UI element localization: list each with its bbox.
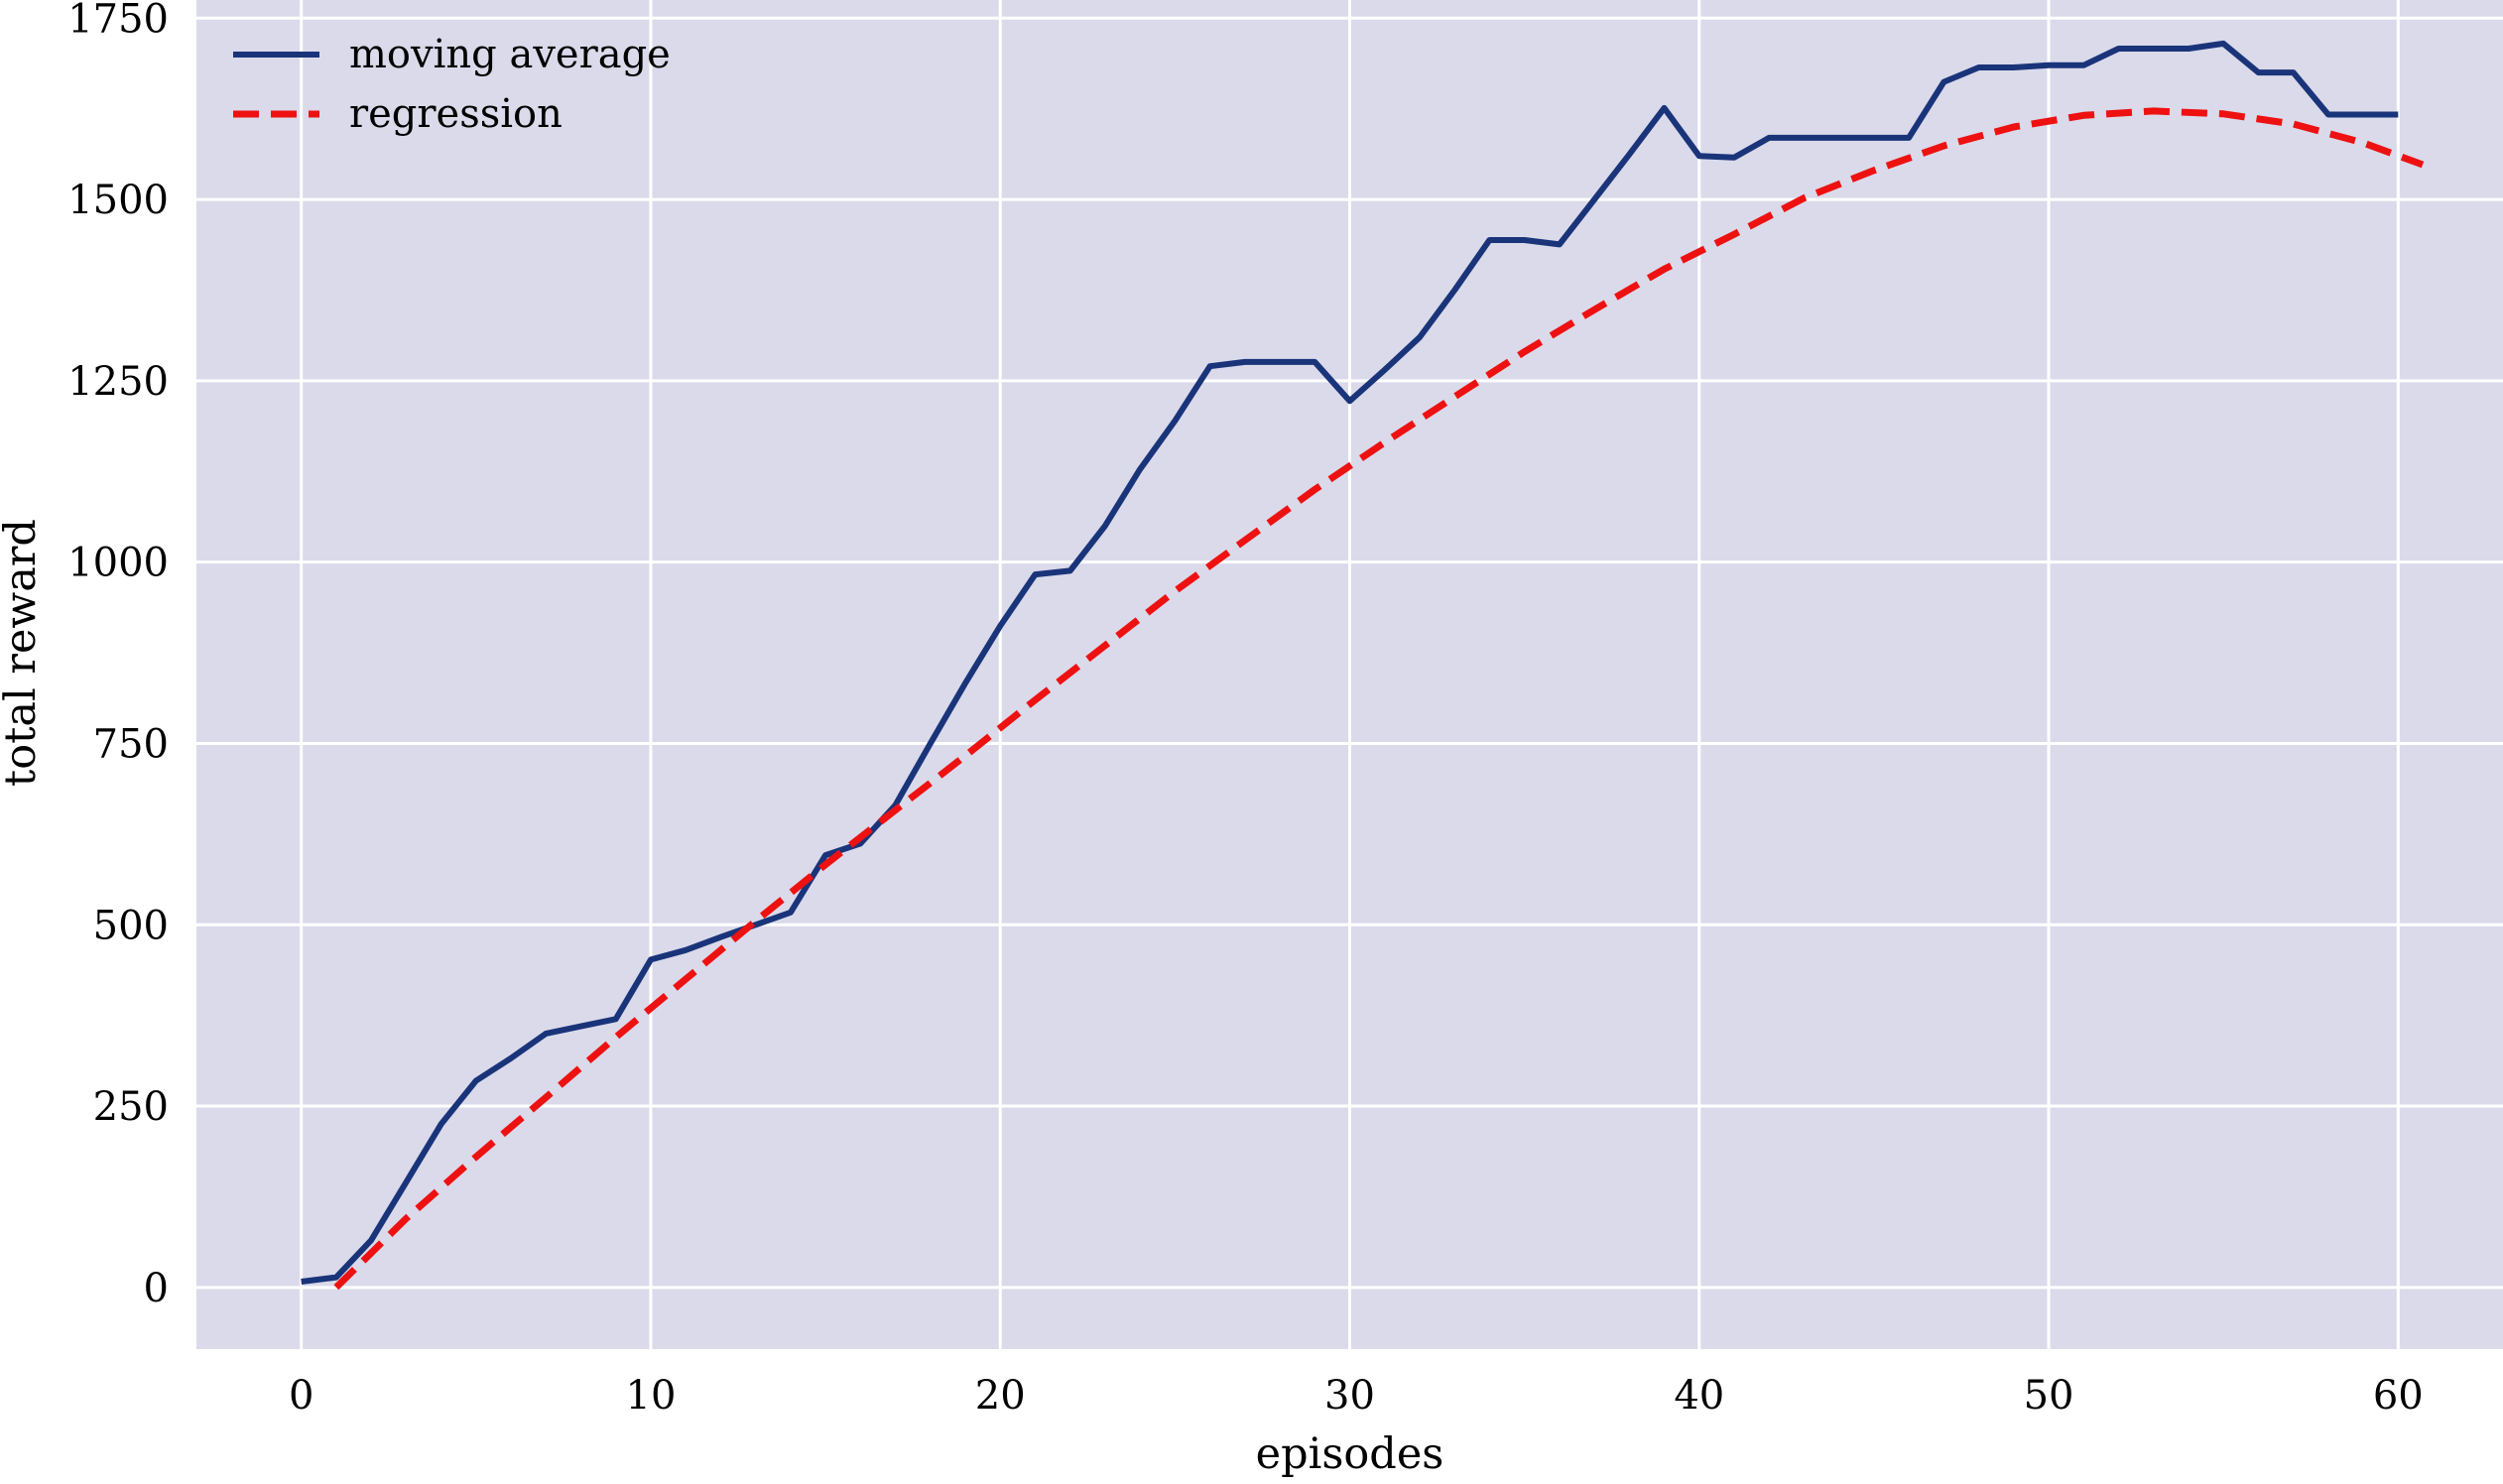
x-tick-label: 20 xyxy=(975,1373,1026,1419)
y-tick-label: 1750 xyxy=(67,0,169,42)
legend: moving average regression xyxy=(233,32,671,137)
y-tick-label: 1250 xyxy=(67,359,169,405)
y-tick-label: 250 xyxy=(93,1084,169,1130)
legend-label: regression xyxy=(349,91,563,137)
x-tick-label: 30 xyxy=(1324,1373,1375,1419)
x-tick-label: 0 xyxy=(289,1373,313,1419)
y-axis-title: total reward xyxy=(0,519,46,787)
y-tick-label: 1000 xyxy=(67,541,169,586)
grid xyxy=(196,0,2503,1349)
x-tick-label: 10 xyxy=(626,1373,677,1419)
y-tick-label: 0 xyxy=(144,1266,169,1311)
y-tick-label: 500 xyxy=(93,903,169,948)
x-tick-label: 40 xyxy=(1674,1373,1724,1419)
series-line-moving-average xyxy=(301,40,2399,1285)
x-tick-label: 50 xyxy=(2024,1373,2074,1419)
y-tick-label: 750 xyxy=(93,721,169,767)
series-layer xyxy=(301,40,2425,1291)
series-line-regression xyxy=(333,107,2425,1291)
x-tick-label: 60 xyxy=(2373,1373,2424,1419)
tick-labels: 0 10 20 30 40 50 60 0 250 500 750 1000 1250 1500 1750 xyxy=(67,0,2424,1419)
y-tick-label: 1500 xyxy=(67,178,169,223)
legend-label: moving average xyxy=(349,32,671,77)
x-axis-title: episodes xyxy=(1256,1429,1444,1479)
